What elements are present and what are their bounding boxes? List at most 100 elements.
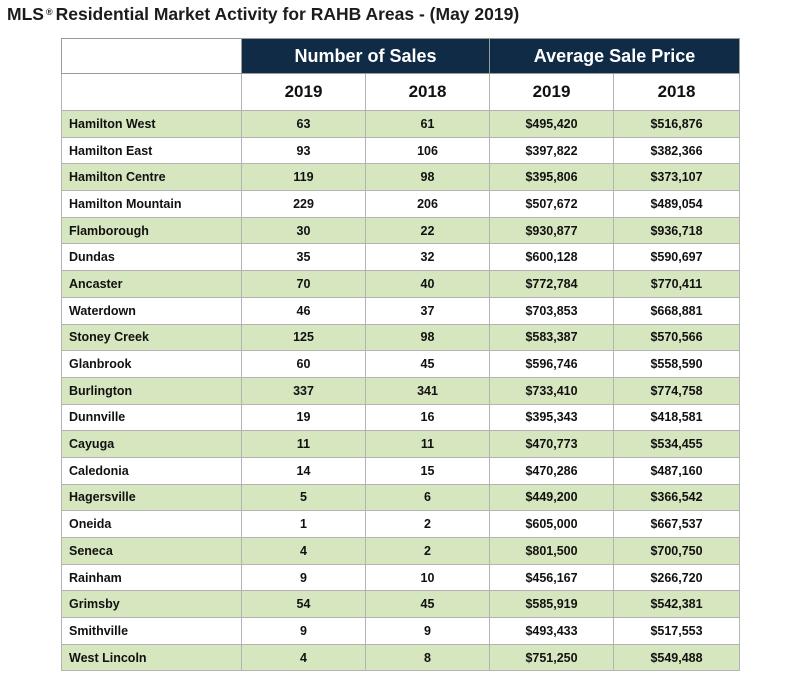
table-row: Seneca 4 2 $801,500 $700,750	[61, 537, 741, 565]
table-row: Rainham 9 10 $456,167 $266,720	[61, 563, 741, 592]
table-row: Glanbrook 60 45 $596,746 $558,590	[61, 350, 741, 378]
price-2019-cell: $470,286	[489, 456, 615, 485]
sales-2019-cell: 14	[241, 456, 366, 485]
sales-2019-cell: 19	[241, 403, 366, 432]
area-cell: Caledonia	[61, 456, 242, 485]
sales-2018-cell: 98	[364, 163, 491, 192]
price-2018-cell: $700,750	[613, 537, 741, 565]
year-header-price-2018: 2018	[613, 73, 741, 111]
sales-2019-cell: 125	[241, 323, 366, 352]
price-2019-cell: $395,343	[489, 403, 615, 432]
year-header-sales-2019: 2019	[241, 73, 366, 111]
title-text: Residential Market Activity for RAHB Are…	[55, 4, 520, 24]
price-2018-cell: $487,160	[613, 456, 741, 485]
sales-2019-cell: 1	[241, 510, 366, 538]
year-header-sales-2018: 2018	[364, 73, 491, 111]
area-cell: Burlington	[61, 376, 242, 405]
price-2018-cell: $558,590	[613, 350, 741, 378]
sales-2019-cell: 5	[241, 483, 366, 512]
sales-2018-cell: 37	[364, 296, 491, 325]
price-2019-cell: $600,128	[489, 243, 615, 272]
sales-2018-cell: 206	[364, 190, 491, 218]
area-cell: Smithville	[61, 617, 242, 645]
price-2019-cell: $449,200	[489, 483, 615, 512]
price-2018-cell: $770,411	[613, 270, 741, 298]
sales-2019-cell: 35	[241, 243, 366, 272]
area-cell: Dundas	[61, 243, 242, 272]
registered-mark: ®	[45, 7, 53, 17]
price-2018-cell: $590,697	[613, 243, 741, 272]
table-row: Waterdown 46 37 $703,853 $668,881	[61, 296, 741, 325]
sales-2019-cell: 229	[241, 190, 366, 218]
sales-2018-cell: 11	[364, 430, 491, 458]
sales-2018-cell: 32	[364, 243, 491, 272]
sales-2018-cell: 6	[364, 483, 491, 512]
sales-2018-cell: 45	[364, 350, 491, 378]
year-header-blank-cell	[61, 73, 242, 111]
price-2018-cell: $774,758	[613, 376, 741, 405]
group-header-price: Average Sale Price	[489, 38, 741, 74]
price-2018-cell: $549,488	[613, 643, 741, 672]
price-2018-cell: $936,718	[613, 216, 741, 245]
table-row: Flamborough 30 22 $930,877 $936,718	[61, 216, 741, 245]
price-2018-cell: $516,876	[613, 110, 741, 138]
sales-2019-cell: 9	[241, 617, 366, 645]
price-2019-cell: $930,877	[489, 216, 615, 245]
price-2019-cell: $751,250	[489, 643, 615, 672]
table-row: Hamilton Mountain 229 206 $507,672 $489,054	[61, 190, 741, 218]
area-cell: Rainham	[61, 563, 242, 592]
price-2019-cell: $733,410	[489, 376, 615, 405]
sales-2018-cell: 16	[364, 403, 491, 432]
price-2018-cell: $534,455	[613, 430, 741, 458]
table-row: Hamilton East 93 106 $397,822 $382,366	[61, 136, 741, 165]
table-row: Hagersville 5 6 $449,200 $366,542	[61, 483, 741, 512]
sales-2018-cell: 15	[364, 456, 491, 485]
price-2018-cell: $517,553	[613, 617, 741, 645]
price-2018-cell: $266,720	[613, 563, 741, 592]
area-cell: Hagersville	[61, 483, 242, 512]
price-2019-cell: $456,167	[489, 563, 615, 592]
price-2018-cell: $489,054	[613, 190, 741, 218]
sales-2019-cell: 63	[241, 110, 366, 138]
sales-2019-cell: 4	[241, 537, 366, 565]
table-row: Ancaster 70 40 $772,784 $770,411	[61, 270, 741, 298]
header-blank-cell	[61, 38, 242, 74]
price-2019-cell: $583,387	[489, 323, 615, 352]
price-2019-cell: $596,746	[489, 350, 615, 378]
area-cell: Glanbrook	[61, 350, 242, 378]
sales-2019-cell: 9	[241, 563, 366, 592]
price-2018-cell: $542,381	[613, 590, 741, 619]
area-cell: Hamilton East	[61, 136, 242, 165]
sales-2019-cell: 4	[241, 643, 366, 672]
title-prefix: MLS	[7, 4, 44, 24]
area-cell: Hamilton West	[61, 110, 242, 138]
price-2019-cell: $495,420	[489, 110, 615, 138]
year-header-row: 2019 2018 2019 2018	[61, 73, 741, 111]
area-cell: Cayuga	[61, 430, 242, 458]
sales-2018-cell: 98	[364, 323, 491, 352]
sales-2019-cell: 30	[241, 216, 366, 245]
price-2018-cell: $418,581	[613, 403, 741, 432]
market-activity-table: Number of Sales Average Sale Price 2019 …	[61, 38, 741, 672]
sales-2019-cell: 11	[241, 430, 366, 458]
page-title: MLS ® Residential Market Activity for RAHB…	[7, 4, 519, 25]
group-header-sales: Number of Sales	[240, 38, 491, 74]
area-cell: Seneca	[61, 537, 242, 565]
sales-2018-cell: 341	[364, 376, 491, 405]
sales-2018-cell: 40	[364, 270, 491, 298]
year-header-price-2019: 2019	[489, 73, 615, 111]
area-cell: Waterdown	[61, 296, 242, 325]
price-2018-cell: $570,566	[613, 323, 741, 352]
table-row: Dunnville 19 16 $395,343 $418,581	[61, 403, 741, 432]
price-2018-cell: $668,881	[613, 296, 741, 325]
sales-2018-cell: 2	[364, 510, 491, 538]
area-cell: Oneida	[61, 510, 242, 538]
sales-2018-cell: 22	[364, 216, 491, 245]
table-body: Hamilton West 63 61 $495,420 $516,876 Hamilto…	[61, 110, 741, 672]
table-row: West Lincoln 4 8 $751,250 $549,488	[61, 643, 741, 672]
sales-2019-cell: 54	[241, 590, 366, 619]
area-cell: Dunnville	[61, 403, 242, 432]
area-cell: Hamilton Centre	[61, 163, 242, 192]
table-row: Hamilton Centre 119 98 $395,806 $373,107	[61, 163, 741, 192]
sales-2018-cell: 2	[364, 537, 491, 565]
